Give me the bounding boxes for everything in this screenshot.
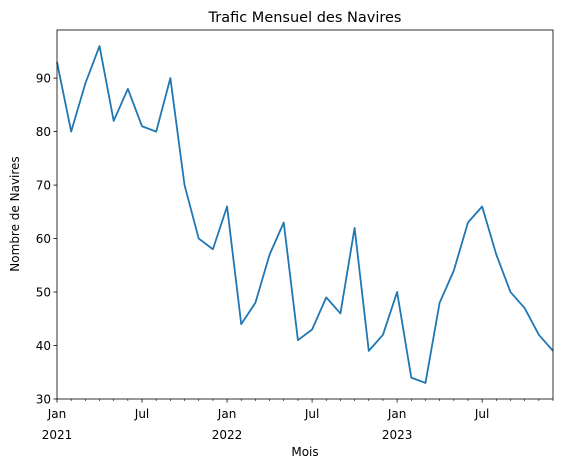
- data-point: [424, 382, 426, 384]
- data-point: [113, 120, 115, 122]
- data-point: [283, 222, 285, 224]
- x-tick-year-label: 2021: [42, 428, 73, 442]
- y-axis-label: Nombre de Navires: [8, 156, 22, 271]
- y-tick-label: 30: [36, 393, 51, 407]
- y-tick-label: 50: [36, 286, 51, 300]
- data-point: [410, 377, 412, 379]
- x-tick-label: Jul: [304, 407, 319, 421]
- data-point: [99, 45, 101, 47]
- data-point: [524, 307, 526, 309]
- data-point: [325, 296, 327, 298]
- data-point: [339, 312, 341, 314]
- x-axis-ticks: Jan 2021 Jul Jan 2022 Jul Jan 2023 Jul: [42, 399, 554, 442]
- x-tick-label: Jul: [474, 407, 489, 421]
- x-axis-label: Mois: [291, 445, 318, 459]
- data-point: [368, 350, 370, 352]
- data-point: [439, 302, 441, 304]
- data-point: [269, 254, 271, 256]
- y-tick-label: 90: [36, 72, 51, 86]
- data-point: [184, 184, 186, 186]
- data-point: [467, 222, 469, 224]
- data-point: [538, 334, 540, 336]
- data-point: [495, 254, 497, 256]
- y-tick-label: 80: [36, 125, 51, 139]
- data-point: [481, 205, 483, 207]
- data-point: [127, 88, 129, 90]
- series-line: [56, 45, 554, 384]
- data-point: [70, 131, 72, 133]
- data-point: [198, 238, 200, 240]
- data-point: [396, 291, 398, 293]
- data-point: [141, 125, 143, 127]
- data-point: [169, 77, 171, 79]
- data-point: [254, 302, 256, 304]
- x-tick-label: Jan: [47, 407, 67, 421]
- x-tick-year-label: 2023: [382, 428, 413, 442]
- x-tick-label: Jan: [217, 407, 237, 421]
- y-tick-label: 70: [36, 179, 51, 193]
- data-point: [354, 227, 356, 229]
- plot-frame: [56, 29, 554, 400]
- data-point: [212, 248, 214, 250]
- data-point: [84, 82, 86, 84]
- data-point: [509, 291, 511, 293]
- data-point: [226, 205, 228, 207]
- data-point: [155, 131, 157, 133]
- y-tick-label: 40: [36, 339, 51, 353]
- x-tick-label: Jan: [387, 407, 407, 421]
- data-point: [240, 323, 242, 325]
- data-point: [453, 270, 455, 272]
- y-axis-ticks: 30 40 50 60 70 80 90: [36, 72, 57, 407]
- y-tick-label: 60: [36, 232, 51, 246]
- data-point: [311, 328, 313, 330]
- x-tick-year-label: 2022: [212, 428, 243, 442]
- data-point: [382, 334, 384, 336]
- chart-title: Trafic Mensuel des Navires: [208, 10, 402, 26]
- x-tick-label: Jul: [134, 407, 149, 421]
- data-point: [297, 339, 299, 341]
